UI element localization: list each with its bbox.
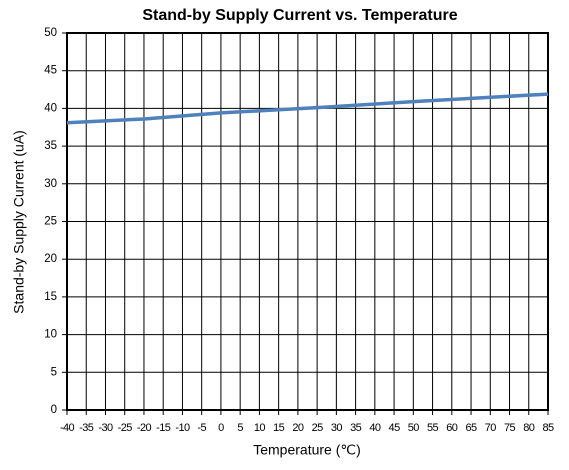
x-tick-label: 80: [523, 422, 535, 434]
x-tick-label: 45: [389, 422, 401, 434]
x-tick-label: 35: [350, 422, 362, 434]
x-tick-label: 75: [504, 422, 516, 434]
y-tick-label: 20: [44, 253, 57, 265]
x-tick-label: 60: [446, 422, 458, 434]
y-tick-label: 50: [44, 27, 57, 39]
y-tick-label: 0: [51, 404, 57, 416]
x-tick-label: -20: [137, 422, 152, 434]
x-tick-label: 85: [542, 422, 554, 434]
x-tick-label: 70: [485, 422, 497, 434]
plot-frame: [66, 32, 549, 411]
x-tick-label: 65: [466, 422, 478, 434]
y-tick-label: 25: [44, 216, 57, 228]
x-tick-label: -5: [197, 422, 206, 434]
x-tick-label: 25: [312, 422, 324, 434]
y-axis-label: Stand-by Supply Current (uA): [11, 130, 27, 314]
y-tick-label: 10: [44, 329, 57, 341]
x-tick-label: -15: [156, 422, 171, 434]
x-tick-label: 5: [237, 422, 243, 434]
x-tick-label: 55: [427, 422, 439, 434]
x-tick-label: 50: [408, 422, 420, 434]
y-tick-label: 30: [44, 178, 57, 190]
x-tick-label: -40: [60, 422, 75, 434]
data-line: [66, 92, 549, 125]
y-tick-label: 5: [51, 366, 57, 378]
x-tick-label: -25: [118, 422, 133, 434]
chart-title: Stand-by Supply Current vs. Temperature: [142, 7, 457, 24]
x-axis-label: Temperature (℃): [253, 442, 361, 458]
x-tick-label: 30: [331, 422, 343, 434]
x-tick-label: 15: [273, 422, 285, 434]
x-tick-label: -35: [79, 422, 94, 434]
x-tick-label: -30: [98, 422, 113, 434]
y-tick-label: 45: [44, 65, 57, 77]
y-tick-label: 40: [44, 102, 57, 114]
x-tick-label: 10: [254, 422, 266, 434]
y-tick-label: 35: [44, 140, 57, 152]
y-tick-label: 15: [44, 291, 57, 303]
x-tick-label: -10: [175, 422, 190, 434]
x-tick-label: 0: [218, 422, 224, 434]
x-tick-label: 40: [369, 422, 381, 434]
x-tick-label: 20: [292, 422, 304, 434]
